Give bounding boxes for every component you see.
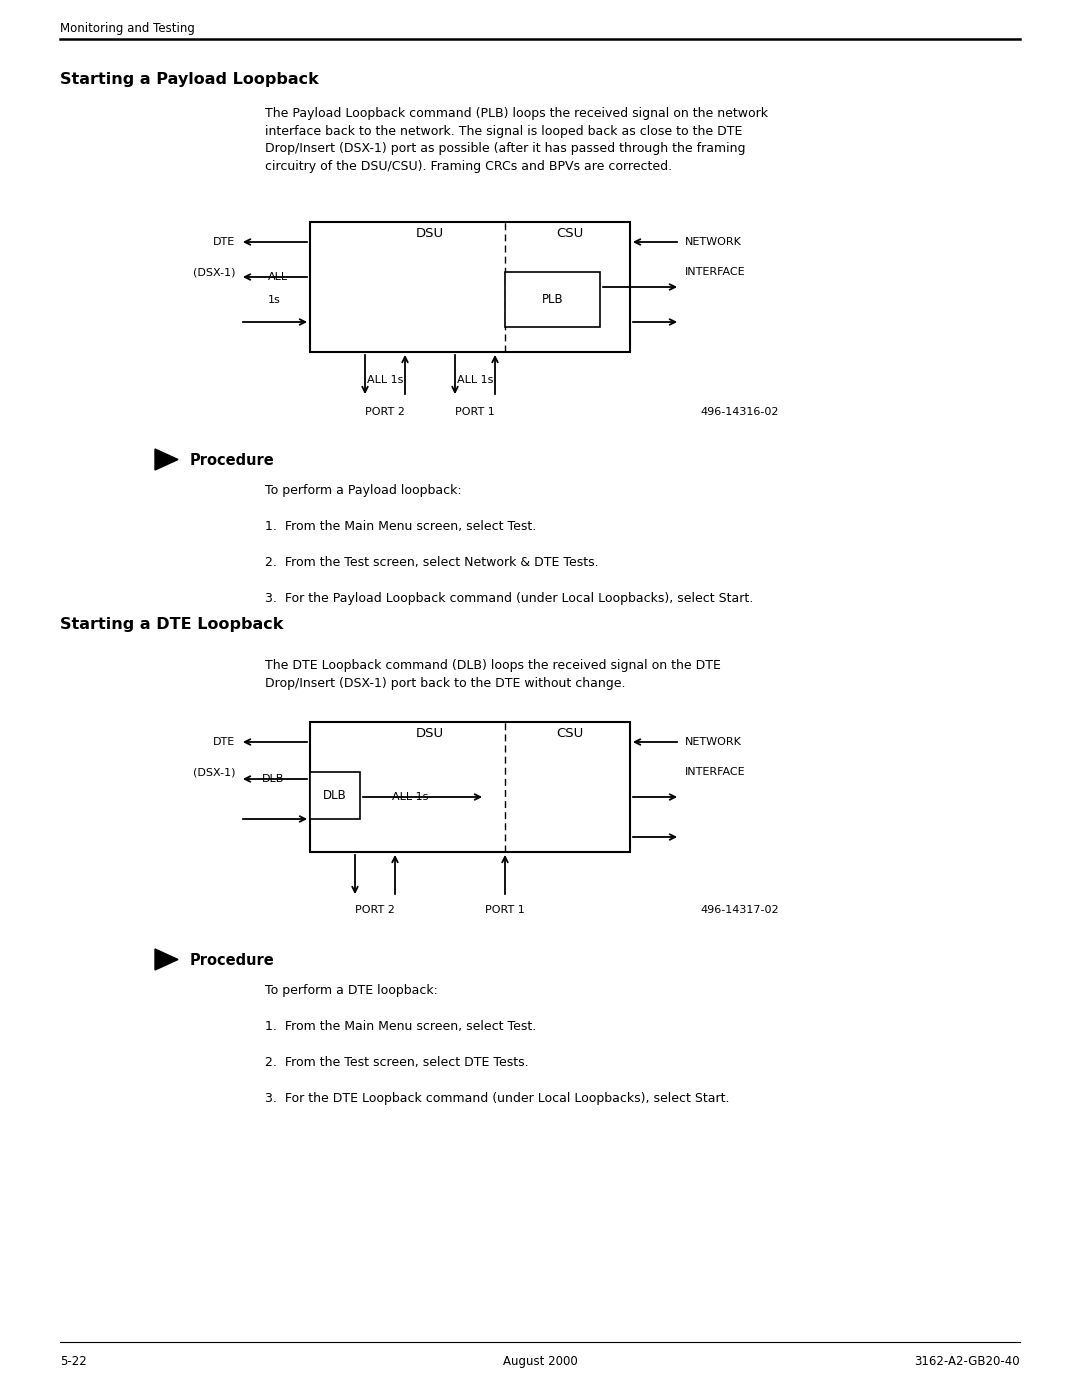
Text: PORT 1: PORT 1 — [455, 407, 495, 416]
Text: 1s: 1s — [268, 295, 281, 305]
Text: CSU: CSU — [556, 726, 583, 740]
Text: 496-14316-02: 496-14316-02 — [700, 407, 779, 416]
Text: 3.  For the Payload Loopback command (under Local Loopbacks), select Start.: 3. For the Payload Loopback command (und… — [265, 592, 753, 605]
Text: The Payload Loopback command (PLB) loops the received signal on the network
inte: The Payload Loopback command (PLB) loops… — [265, 108, 768, 172]
Text: 496-14317-02: 496-14317-02 — [700, 905, 779, 915]
Text: 3.  For the DTE Loopback command (under Local Loopbacks), select Start.: 3. For the DTE Loopback command (under L… — [265, 1092, 729, 1105]
Text: PLB: PLB — [542, 293, 564, 306]
Text: INTERFACE: INTERFACE — [685, 767, 745, 777]
Text: DLB: DLB — [323, 789, 347, 802]
Text: 1.  From the Main Menu screen, select Test.: 1. From the Main Menu screen, select Tes… — [265, 1020, 537, 1032]
Text: ALL: ALL — [268, 272, 288, 282]
Text: Starting a DTE Loopback: Starting a DTE Loopback — [60, 617, 283, 631]
Text: Starting a Payload Loopback: Starting a Payload Loopback — [60, 73, 319, 87]
Text: (DSX-1): (DSX-1) — [192, 767, 235, 777]
Text: PORT 2: PORT 2 — [365, 407, 405, 416]
Text: ALL 1s: ALL 1s — [367, 374, 403, 386]
Text: ALL 1s: ALL 1s — [457, 374, 494, 386]
Text: INTERFACE: INTERFACE — [685, 267, 745, 277]
Text: The DTE Loopback command (DLB) loops the received signal on the DTE
Drop/Insert : The DTE Loopback command (DLB) loops the… — [265, 659, 720, 690]
Text: 2.  From the Test screen, select Network & DTE Tests.: 2. From the Test screen, select Network … — [265, 556, 598, 569]
Text: DSU: DSU — [416, 226, 444, 240]
Text: NETWORK: NETWORK — [685, 738, 742, 747]
Text: August 2000: August 2000 — [502, 1355, 578, 1368]
Text: 1.  From the Main Menu screen, select Test.: 1. From the Main Menu screen, select Tes… — [265, 520, 537, 534]
Text: Monitoring and Testing: Monitoring and Testing — [60, 22, 194, 35]
Text: 3162-A2-GB20-40: 3162-A2-GB20-40 — [915, 1355, 1020, 1368]
Polygon shape — [156, 949, 178, 970]
Polygon shape — [156, 448, 178, 469]
Text: 5-22: 5-22 — [60, 1355, 86, 1368]
Text: Procedure: Procedure — [190, 953, 274, 968]
Bar — [310, 722, 630, 852]
Text: PORT 2: PORT 2 — [355, 905, 395, 915]
Text: To perform a DTE loopback:: To perform a DTE loopback: — [265, 983, 437, 997]
Bar — [310, 773, 360, 819]
Text: DSU: DSU — [416, 726, 444, 740]
Text: DTE: DTE — [213, 738, 235, 747]
Text: DTE: DTE — [213, 237, 235, 247]
Text: CSU: CSU — [556, 226, 583, 240]
Text: ALL 1s: ALL 1s — [392, 792, 428, 802]
Text: To perform a Payload loopback:: To perform a Payload loopback: — [265, 483, 461, 497]
Bar — [310, 222, 630, 352]
Text: (DSX-1): (DSX-1) — [192, 267, 235, 277]
Text: NETWORK: NETWORK — [685, 237, 742, 247]
Text: PORT 1: PORT 1 — [485, 905, 525, 915]
Text: Procedure: Procedure — [190, 453, 274, 468]
Text: 2.  From the Test screen, select DTE Tests.: 2. From the Test screen, select DTE Test… — [265, 1056, 528, 1069]
Bar — [505, 272, 600, 327]
Text: DLB: DLB — [262, 774, 284, 784]
